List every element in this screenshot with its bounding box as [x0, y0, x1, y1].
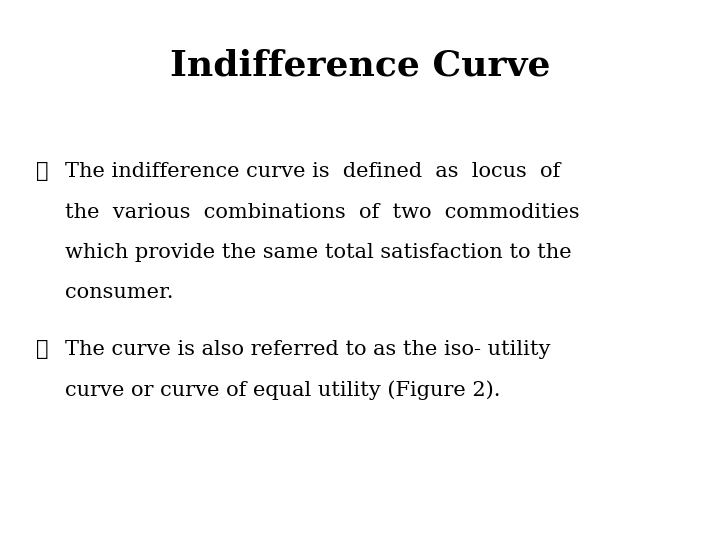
Text: curve or curve of equal utility (Figure 2).: curve or curve of equal utility (Figure … [65, 381, 500, 400]
Text: which provide the same total satisfaction to the: which provide the same total satisfactio… [65, 243, 572, 262]
Text: The curve is also referred to as the iso- utility: The curve is also referred to as the iso… [65, 340, 550, 359]
Text: the  various  combinations  of  two  commodities: the various combinations of two commodit… [65, 202, 580, 221]
Text: ✓: ✓ [36, 162, 48, 181]
Text: consumer.: consumer. [65, 284, 174, 302]
Text: ✓: ✓ [36, 340, 48, 359]
Text: The indifference curve is  defined  as  locus  of: The indifference curve is defined as loc… [65, 162, 560, 181]
Text: Indifference Curve: Indifference Curve [170, 49, 550, 83]
